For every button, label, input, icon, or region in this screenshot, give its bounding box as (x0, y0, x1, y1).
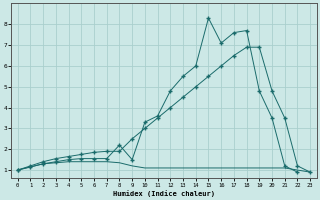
X-axis label: Humidex (Indice chaleur): Humidex (Indice chaleur) (113, 190, 215, 197)
